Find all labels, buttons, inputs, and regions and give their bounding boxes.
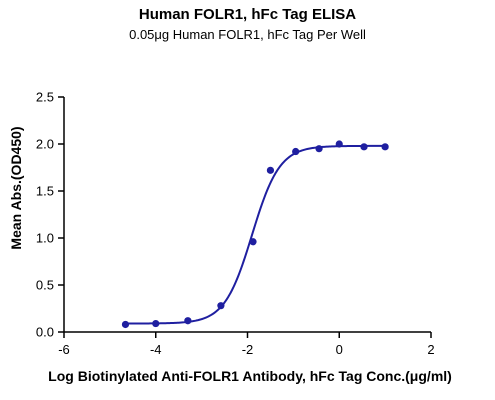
y-tick-label: 0.0 [36, 325, 54, 340]
y-tick-label: 0.5 [36, 278, 54, 293]
y-axis-label: Mean Abs.(OD450) [8, 126, 24, 249]
data-point [184, 317, 192, 325]
x-tick-label: 0 [336, 342, 343, 357]
chart-subtitle: 0.05μg Human FOLR1, hFc Tag Per Well [129, 27, 366, 42]
data-point [217, 302, 225, 310]
x-tick-label: -2 [242, 342, 254, 357]
data-point [360, 143, 368, 151]
x-axis-label: Log Biotinylated Anti-FOLR1 Antibody, hF… [48, 368, 452, 384]
fit-curve [125, 144, 386, 325]
y-tick-label: 1.5 [36, 184, 54, 199]
y-tick-label: 1.0 [36, 231, 54, 246]
data-point [121, 320, 130, 329]
data-point [266, 166, 275, 174]
axes: 0.0 0.5 1.0 1.5 2.0 2.5 -6 -4 -2 0 2 [36, 90, 435, 358]
data-points-layer [121, 140, 389, 329]
data-point [381, 143, 389, 151]
x-tick-label: -4 [150, 342, 162, 357]
data-point [292, 147, 300, 156]
data-point [152, 319, 160, 328]
y-tick-label: 2.0 [36, 137, 54, 152]
x-tick-label: 2 [427, 342, 434, 357]
y-tick-label: 2.5 [36, 90, 54, 105]
chart-title: Human FOLR1, hFc Tag ELISA [138, 6, 357, 23]
data-point [335, 140, 343, 148]
data-point [249, 238, 257, 246]
fit-curve-layer [125, 144, 386, 325]
x-tick-label: -6 [58, 342, 70, 357]
data-point [315, 145, 323, 153]
